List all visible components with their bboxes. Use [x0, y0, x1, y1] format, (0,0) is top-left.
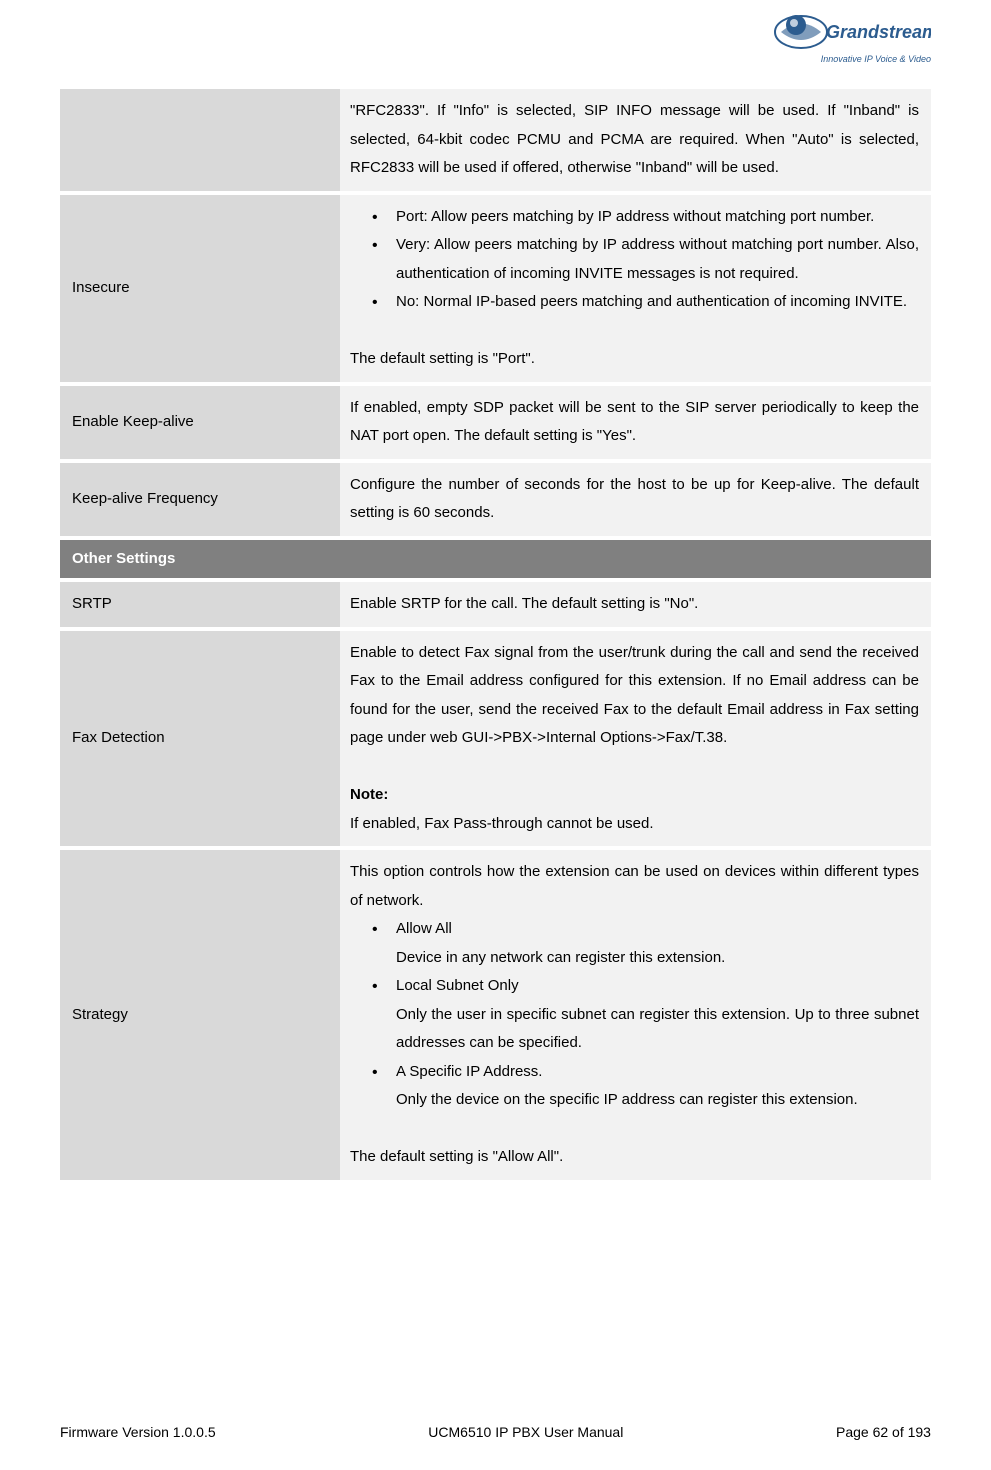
fax-note-text: If enabled, Fax Pass-through cannot be u…: [350, 810, 919, 839]
strategy-default: The default setting is "Allow All".: [350, 1143, 919, 1172]
page-footer: Firmware Version 1.0.0.5 UCM6510 IP PBX …: [60, 1424, 931, 1440]
strategy-item-title: Allow All: [396, 915, 919, 944]
strategy-item-desc: Device in any network can register this …: [396, 944, 919, 973]
footer-title: UCM6510 IP PBX User Manual: [428, 1424, 623, 1440]
grandstream-logo-icon: Grandstream: [771, 10, 931, 52]
strategy-list: Allow All Device in any network can regi…: [350, 915, 919, 1115]
row-strategy: Strategy This option controls how the ex…: [60, 850, 931, 1180]
label-srtp: SRTP: [60, 582, 340, 627]
row-dtmf-continuation: "RFC2833". If "Info" is selected, SIP IN…: [60, 89, 931, 191]
section-other-settings: Other Settings: [60, 540, 931, 579]
strategy-item-desc: Only the device on the specific IP addre…: [396, 1086, 919, 1115]
label-fax-detection: Fax Detection: [60, 631, 340, 847]
row-insecure: Insecure Port: Allow peers matching by I…: [60, 195, 931, 382]
insecure-default: The default setting is "Port".: [350, 345, 919, 374]
row-keepalive: Enable Keep-alive If enabled, empty SDP …: [60, 386, 931, 459]
label-dtmf-empty: [60, 89, 340, 191]
footer-firmware: Firmware Version 1.0.0.5: [60, 1424, 216, 1440]
fax-note-label: Note:: [350, 781, 919, 810]
brand-logo: Grandstream Innovative IP Voice & Video: [771, 10, 931, 64]
list-item: No: Normal IP-based peers matching and a…: [372, 288, 919, 317]
strategy-intro: This option controls how the extension c…: [350, 858, 919, 915]
list-item: Local Subnet Only Only the user in speci…: [372, 972, 919, 1058]
svg-text:Grandstream: Grandstream: [826, 22, 931, 42]
list-item: Very: Allow peers matching by IP address…: [372, 231, 919, 288]
list-item: Port: Allow peers matching by IP address…: [372, 203, 919, 232]
section-title: Other Settings: [60, 540, 931, 579]
fax-para: Enable to detect Fax signal from the use…: [350, 639, 919, 753]
value-insecure: Port: Allow peers matching by IP address…: [340, 195, 931, 382]
strategy-item-title: Local Subnet Only: [396, 972, 919, 1001]
strategy-item-title: A Specific IP Address.: [396, 1058, 919, 1087]
logo-tagline: Innovative IP Voice & Video: [771, 54, 931, 64]
label-keepalive-freq: Keep-alive Frequency: [60, 463, 340, 536]
value-keepalive-freq: Configure the number of seconds for the …: [340, 463, 931, 536]
row-keepalive-freq: Keep-alive Frequency Configure the numbe…: [60, 463, 931, 536]
list-item: A Specific IP Address. Only the device o…: [372, 1058, 919, 1115]
value-srtp: Enable SRTP for the call. The default se…: [340, 582, 931, 627]
footer-page-number: Page 62 of 193: [836, 1424, 931, 1440]
value-strategy: This option controls how the extension c…: [340, 850, 931, 1180]
value-keepalive: If enabled, empty SDP packet will be sen…: [340, 386, 931, 459]
label-keepalive: Enable Keep-alive: [60, 386, 340, 459]
row-srtp: SRTP Enable SRTP for the call. The defau…: [60, 582, 931, 627]
value-dtmf: "RFC2833". If "Info" is selected, SIP IN…: [340, 89, 931, 191]
label-insecure: Insecure: [60, 195, 340, 382]
page-container: Grandstream Innovative IP Voice & Video …: [0, 0, 991, 1470]
label-strategy: Strategy: [60, 850, 340, 1180]
settings-table: "RFC2833". If "Info" is selected, SIP IN…: [60, 85, 931, 1184]
strategy-item-desc: Only the user in specific subnet can reg…: [396, 1001, 919, 1058]
row-fax-detection: Fax Detection Enable to detect Fax signa…: [60, 631, 931, 847]
list-item: Allow All Device in any network can regi…: [372, 915, 919, 972]
value-fax-detection: Enable to detect Fax signal from the use…: [340, 631, 931, 847]
insecure-list: Port: Allow peers matching by IP address…: [350, 203, 919, 317]
